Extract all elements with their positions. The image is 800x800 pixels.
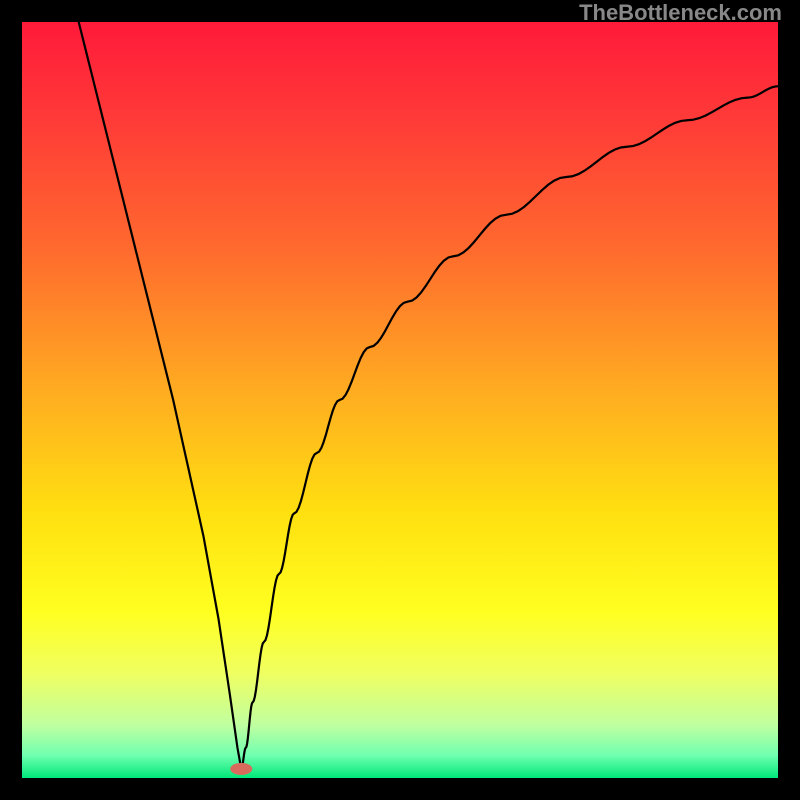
- bottleneck-chart: [0, 0, 800, 800]
- watermark-text: TheBottleneck.com: [579, 0, 782, 26]
- plot-background: [22, 22, 778, 778]
- chart-container: [0, 0, 800, 800]
- optimal-marker: [230, 763, 252, 775]
